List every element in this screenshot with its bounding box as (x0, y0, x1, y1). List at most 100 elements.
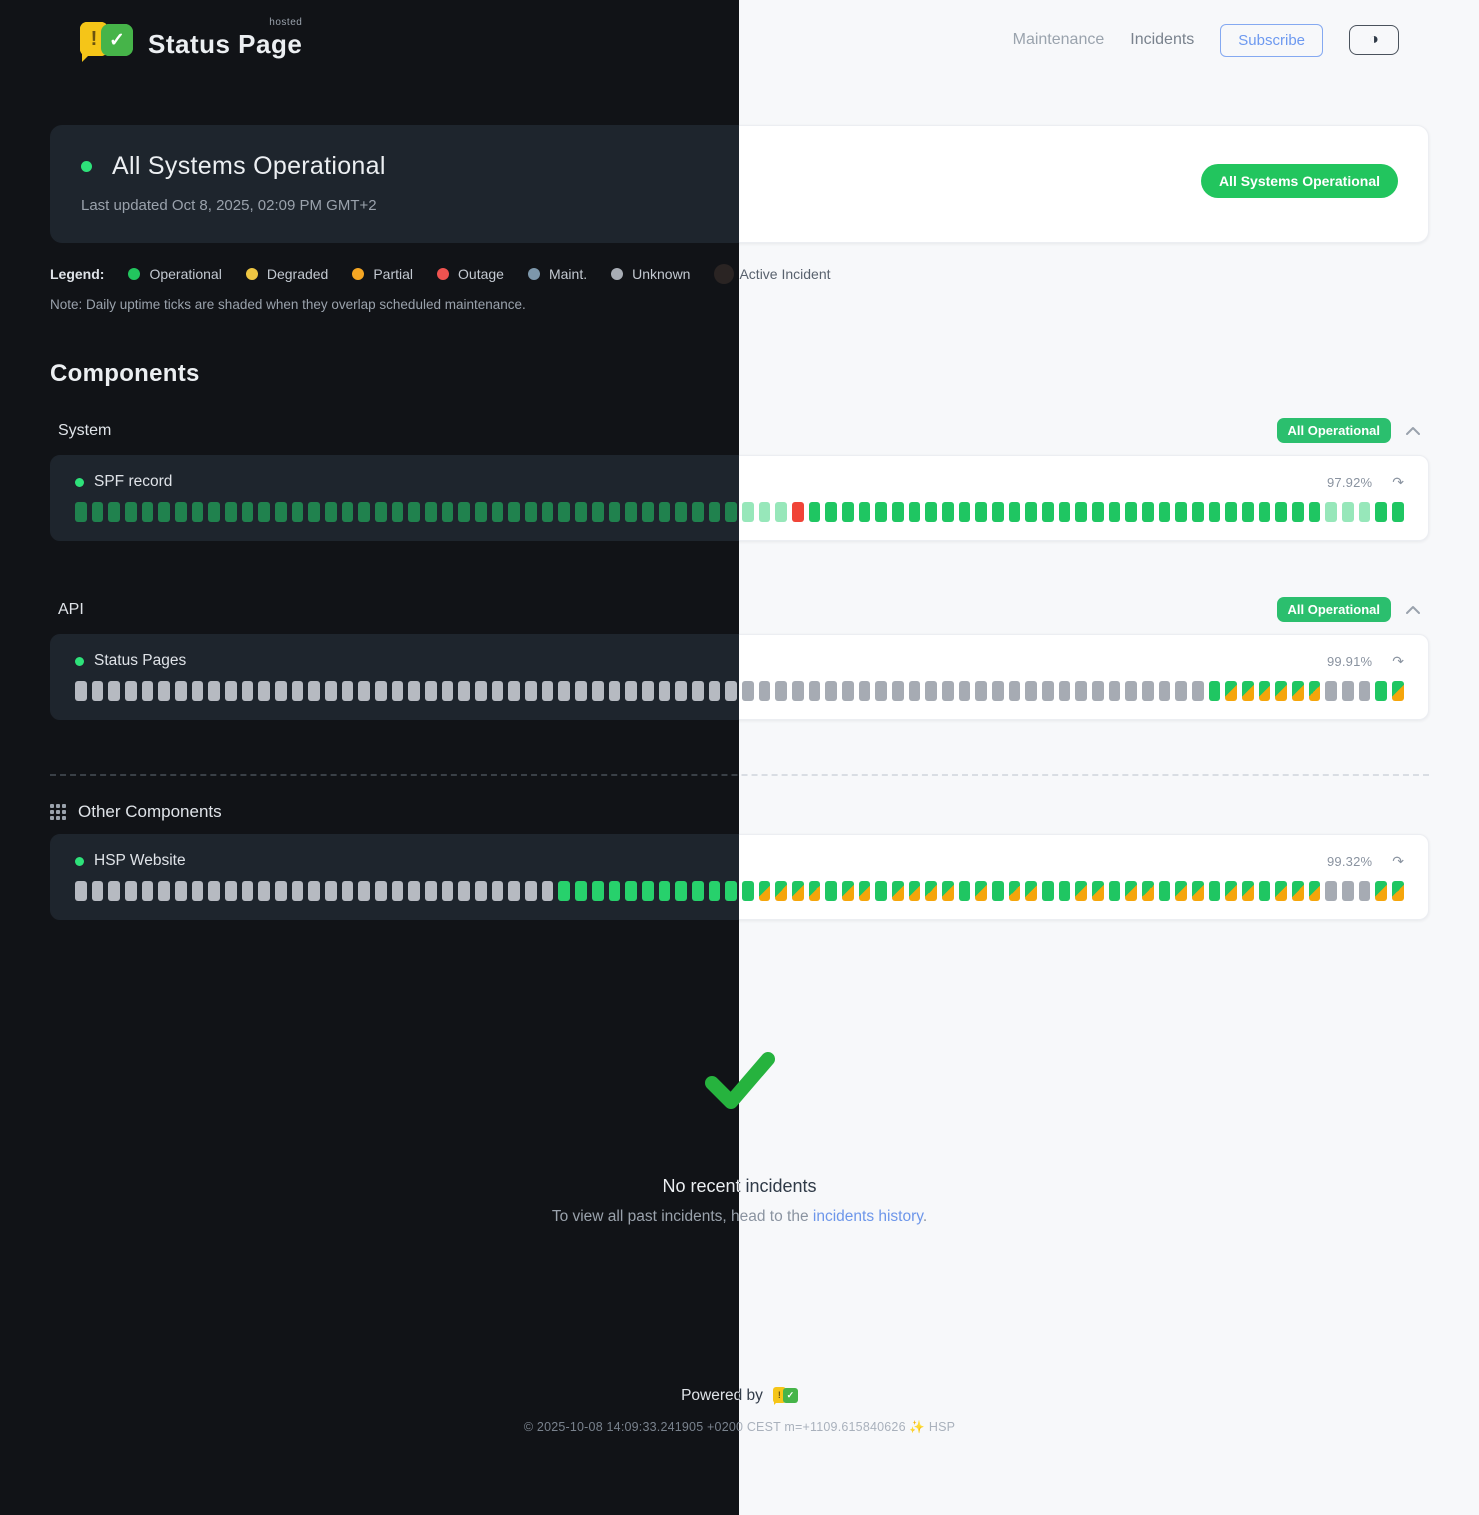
uptime-tick[interactable] (641, 881, 654, 901)
uptime-tick[interactable] (625, 881, 637, 901)
uptime-tick[interactable] (891, 681, 904, 701)
incidents-history-link[interactable]: incidents history (812, 1208, 923, 1225)
uptime-tick[interactable] (791, 502, 804, 522)
uptime-tick[interactable] (1308, 681, 1321, 701)
uptime-tick[interactable] (508, 502, 521, 522)
group-header[interactable]: API All Operational (50, 597, 739, 622)
uptime-tick[interactable] (908, 881, 921, 901)
uptime-tick[interactable] (1358, 681, 1371, 701)
uptime-tick[interactable] (858, 502, 871, 522)
uptime-tick[interactable] (458, 502, 471, 522)
uptime-tick[interactable] (408, 881, 421, 901)
uptime-tick[interactable] (1091, 502, 1104, 522)
uptime-tick[interactable] (225, 881, 237, 901)
uptime-tick[interactable] (825, 502, 837, 522)
uptime-tick[interactable] (175, 881, 187, 901)
uptime-tick[interactable] (741, 681, 754, 701)
uptime-tick[interactable] (1025, 681, 1037, 701)
uptime-tick[interactable] (841, 681, 854, 701)
uptime-tick[interactable] (1192, 881, 1204, 901)
uptime-tick[interactable] (575, 881, 587, 901)
uptime-tick[interactable] (541, 681, 554, 701)
uptime-tick[interactable] (75, 681, 87, 701)
uptime-tick[interactable] (1358, 881, 1371, 901)
uptime-tick[interactable] (291, 681, 304, 701)
uptime-tick[interactable] (825, 881, 837, 901)
uptime-tick[interactable] (675, 881, 687, 901)
uptime-tick[interactable] (275, 681, 287, 701)
uptime-tick[interactable] (1358, 502, 1371, 522)
uptime-tick[interactable] (875, 502, 887, 522)
uptime-tick[interactable] (325, 681, 337, 701)
uptime-tick[interactable] (175, 681, 187, 701)
uptime-tick[interactable] (1075, 502, 1087, 522)
uptime-tick[interactable] (1025, 502, 1037, 522)
uptime-tick[interactable] (1225, 681, 1238, 701)
uptime-tick[interactable] (1158, 502, 1171, 522)
uptime-tick[interactable] (341, 881, 354, 901)
uptime-tick[interactable] (591, 881, 604, 901)
uptime-tick[interactable] (391, 502, 404, 522)
uptime-tick[interactable] (741, 881, 754, 901)
uptime-tick[interactable] (191, 881, 204, 901)
uptime-tick[interactable] (758, 881, 771, 901)
uptime-tick[interactable] (1142, 881, 1154, 901)
uptime-tick[interactable] (925, 502, 937, 522)
uptime-tick[interactable] (1125, 881, 1137, 901)
uptime-tick[interactable] (891, 881, 904, 901)
uptime-tick[interactable] (1108, 681, 1121, 701)
uptime-tick[interactable] (291, 502, 304, 522)
uptime-tick[interactable] (641, 681, 654, 701)
uptime-tick[interactable] (425, 681, 437, 701)
uptime-tick[interactable] (375, 681, 387, 701)
uptime-tick[interactable] (1108, 502, 1121, 522)
uptime-tick[interactable] (1142, 681, 1154, 701)
uptime-tick[interactable] (1091, 881, 1104, 901)
uptime-tick[interactable] (1041, 881, 1054, 901)
uptime-tick[interactable] (558, 881, 571, 901)
uptime-tick[interactable] (475, 881, 487, 901)
uptime-tick[interactable] (425, 881, 437, 901)
uptime-tick[interactable] (808, 502, 821, 522)
uptime-tick[interactable] (275, 881, 287, 901)
uptime-tick[interactable] (991, 681, 1004, 701)
uptime-tick[interactable] (975, 681, 987, 701)
uptime-tick[interactable] (1208, 681, 1221, 701)
uptime-tick[interactable] (875, 681, 887, 701)
uptime-tick[interactable] (1242, 502, 1254, 522)
uptime-tick[interactable] (708, 681, 721, 701)
uptime-tick[interactable] (241, 502, 254, 522)
uptime-tick[interactable] (1058, 502, 1071, 522)
uptime-tick[interactable] (941, 681, 954, 701)
uptime-tick[interactable] (141, 681, 154, 701)
uptime-tick[interactable] (691, 881, 704, 901)
uptime-tick[interactable] (491, 502, 504, 522)
uptime-tick[interactable] (875, 881, 887, 901)
uptime-tick[interactable] (1225, 502, 1238, 522)
uptime-tick[interactable] (1125, 681, 1137, 701)
uptime-tick[interactable] (358, 502, 371, 522)
uptime-tick[interactable] (775, 502, 787, 522)
uptime-tick[interactable] (958, 502, 971, 522)
uptime-tick[interactable] (725, 681, 737, 701)
uptime-tick[interactable] (308, 681, 321, 701)
uptime-tick[interactable] (808, 881, 821, 901)
uptime-tick[interactable] (791, 881, 804, 901)
uptime-tick[interactable] (941, 881, 954, 901)
uptime-tick[interactable] (791, 681, 804, 701)
uptime-tick[interactable] (758, 502, 771, 522)
uptime-tick[interactable] (1258, 681, 1271, 701)
uptime-tick[interactable] (691, 502, 704, 522)
uptime-tick[interactable] (1158, 681, 1171, 701)
uptime-tick[interactable] (541, 502, 554, 522)
uptime-tick[interactable] (91, 681, 104, 701)
uptime-tick[interactable] (991, 881, 1004, 901)
uptime-tick[interactable] (958, 881, 971, 901)
uptime-tick[interactable] (975, 502, 987, 522)
uptime-tick[interactable] (908, 502, 921, 522)
uptime-tick[interactable] (1292, 881, 1304, 901)
uptime-tick[interactable] (975, 881, 987, 901)
uptime-tick[interactable] (158, 681, 171, 701)
uptime-tick[interactable] (175, 502, 187, 522)
refresh-icon[interactable]: ↷ (1392, 473, 1404, 490)
